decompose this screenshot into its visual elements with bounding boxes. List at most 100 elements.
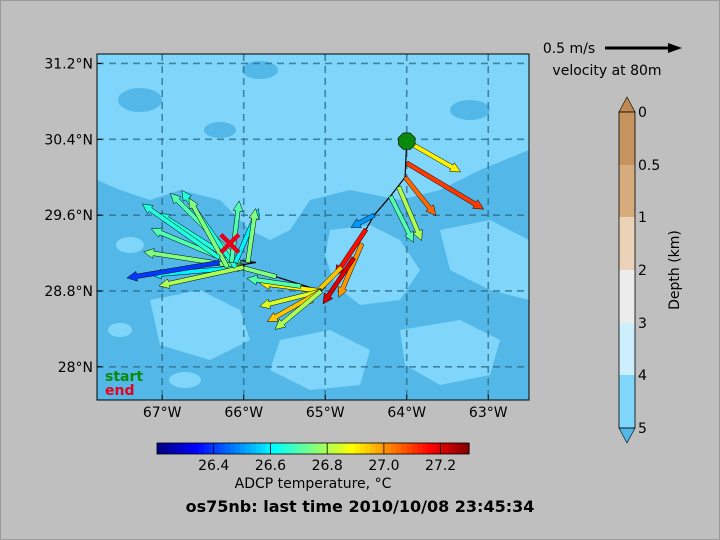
- start-marker: [398, 132, 416, 150]
- temperature-band: [411, 443, 418, 454]
- temperature-band: [240, 443, 246, 454]
- temperature-band: [385, 443, 392, 454]
- track-markers: [219, 132, 416, 255]
- velocity-arrow: [322, 256, 356, 305]
- temperature-band: [167, 443, 174, 454]
- scale-arrow-head: [668, 43, 682, 53]
- depth-tick-label: 2: [638, 263, 647, 279]
- depth-band-1: [619, 165, 635, 217]
- temperature-band: [448, 443, 454, 454]
- scale-arrow-sublabel: velocity at 80m: [552, 63, 661, 79]
- legend-end: end: [105, 383, 134, 399]
- temperature-band: [349, 443, 356, 454]
- lat-tick-label: 31.2°N: [44, 56, 93, 72]
- temperature-band: [323, 443, 330, 454]
- velocity-arrow: [274, 288, 323, 330]
- depth-band-5: [619, 375, 635, 428]
- lat-tick-label: 29.6°N: [44, 208, 93, 224]
- temperature-colorbar-border: [156, 442, 470, 455]
- temperature-band: [391, 443, 397, 454]
- temperature-tick-labels: 26.4 26.6 26.8 27.0 27.2: [198, 443, 456, 474]
- temperature-band: [443, 443, 449, 454]
- temperature-band: [276, 443, 283, 454]
- temperature-band: [261, 443, 267, 454]
- temperature-band: [245, 443, 252, 454]
- temperature-band: [344, 443, 350, 454]
- temperature-band: [417, 443, 423, 454]
- temperature-band: [453, 443, 460, 454]
- temperature-band: [318, 443, 324, 454]
- temperature-band: [157, 443, 163, 454]
- depth-colorbar: 0 0.5 1 2 3 4 5 Depth (km): [618, 96, 683, 444]
- velocity-arrow: [141, 203, 221, 260]
- temperature-tick-label: 27.2: [425, 458, 456, 474]
- scale-arrow: 0.5 m/s velocity at 80m: [543, 41, 682, 79]
- temperature-band: [292, 443, 298, 454]
- bathymetry-shallow: [97, 54, 529, 390]
- map-border: [96, 53, 530, 401]
- velocity-arrow: [337, 242, 365, 299]
- temperature-band: [328, 443, 335, 454]
- map-panel: 31.2°N 30.4°N 29.6°N 28.8°N 28°N 67°W 66°W 65°…: [44, 53, 530, 421]
- temperature-band: [172, 443, 179, 454]
- depth-colorbar-top-cap: [618, 96, 636, 113]
- temperature-band: [333, 443, 340, 454]
- lon-tick-label: 66°W: [224, 405, 263, 421]
- temperature-tick-label: 26.8: [312, 458, 343, 474]
- temperature-band: [214, 443, 220, 454]
- depth-tick-label: 4: [638, 368, 647, 384]
- depth-colorbar-bottom-cap: [618, 427, 636, 444]
- temperature-band: [458, 443, 465, 454]
- lon-tick-label: 65°W: [306, 405, 345, 421]
- temperature-band: [287, 443, 293, 454]
- temperature-band: [219, 443, 226, 454]
- velocity-arrow: [388, 194, 414, 243]
- depth-tick-label: 0: [638, 105, 647, 121]
- temperature-band: [198, 443, 205, 454]
- velocity-arrow: [405, 160, 485, 210]
- depth-tick-label: 0.5: [638, 158, 660, 174]
- temperature-tick-label: 26.4: [198, 458, 229, 474]
- velocity-arrow: [403, 175, 437, 217]
- lat-tick-labels: 31.2°N 30.4°N 29.6°N 28.8°N 28°N: [44, 56, 102, 376]
- temperature-band: [235, 443, 241, 454]
- depth-colorbar-border: [618, 111, 636, 429]
- depth-tick-label: 3: [638, 316, 647, 332]
- temperature-band: [432, 443, 439, 454]
- temperature-colorbar: 26.4 26.6 26.8 27.0 27.2 ADCP temperature, °…: [156, 442, 470, 492]
- velocity-arrow: [350, 212, 376, 228]
- temperature-band: [162, 443, 168, 454]
- temperature-band: [380, 443, 387, 454]
- temperature-tick-label: 27.0: [368, 458, 399, 474]
- temperature-band: [406, 443, 413, 454]
- lon-tick-label: 64°W: [387, 405, 426, 421]
- velocity-arrow: [246, 274, 302, 289]
- temperature-band: [401, 443, 408, 454]
- temperature-band: [266, 443, 272, 454]
- lat-tick-label: 30.4°N: [44, 132, 93, 148]
- temperature-band: [396, 443, 402, 454]
- temperature-band: [177, 443, 184, 454]
- legend-start: start: [105, 369, 143, 385]
- temperature-band: [427, 443, 434, 454]
- lat-tick-label: 28.8°N: [44, 284, 93, 300]
- temperature-band: [339, 443, 345, 454]
- velocity-arrow: [188, 197, 230, 269]
- temperature-band: [313, 443, 319, 454]
- temperature-band: [307, 443, 314, 454]
- temperature-band: [224, 443, 231, 454]
- figure-title: os75nb: last time 2010/10/08 23:45:34: [186, 497, 535, 516]
- velocity-arrow: [334, 227, 369, 277]
- depth-colorbar-label: Depth (km): [667, 230, 683, 310]
- temperature-band: [255, 443, 262, 454]
- temperature-band: [370, 443, 376, 454]
- temperature-band: [463, 443, 470, 454]
- depth-band-4: [619, 323, 635, 375]
- temperature-band: [375, 443, 382, 454]
- lon-tick-label: 67°W: [143, 405, 182, 421]
- temperature-band: [359, 443, 366, 454]
- temperature-band: [229, 443, 236, 454]
- lon-tick-label: 63°W: [469, 405, 508, 421]
- temperature-band: [281, 443, 288, 454]
